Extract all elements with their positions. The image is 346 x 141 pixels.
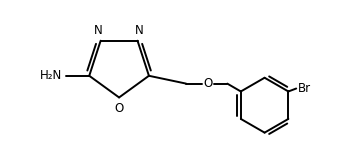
- Text: Br: Br: [298, 82, 311, 95]
- Text: H₂N: H₂N: [39, 69, 62, 82]
- Text: O: O: [115, 102, 124, 115]
- Text: N: N: [94, 24, 103, 37]
- Text: O: O: [203, 77, 212, 90]
- Text: N: N: [135, 24, 144, 37]
